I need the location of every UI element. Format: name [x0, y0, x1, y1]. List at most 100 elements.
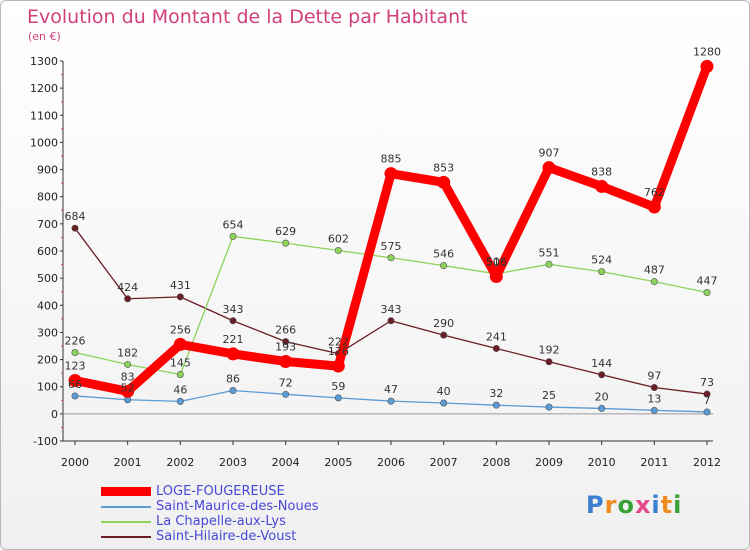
data-point-saint-hilaire-de-voust — [545, 358, 553, 366]
data-label-la-chapelle-aux-lys: 524 — [591, 254, 612, 267]
data-point-saint-hilaire-de-voust — [440, 331, 448, 339]
x-tick-label: 2007 — [430, 456, 458, 469]
data-point-saint-hilaire-de-voust — [703, 390, 711, 398]
data-point-loge-fougereuse — [437, 175, 451, 189]
data-label-loge-fougereuse: 193 — [275, 340, 296, 353]
data-label-la-chapelle-aux-lys: 145 — [170, 357, 191, 370]
chart-axes: -100 0 100 200 300 400 500 600 700 800 900 1000 1100… — [30, 55, 721, 469]
legend-label: Saint-Maurice-des-Noues — [156, 499, 319, 514]
data-point-saint-hilaire-de-voust — [650, 384, 658, 392]
data-label-saint-hilaire-de-voust: 192 — [539, 344, 560, 357]
data-label-saint-maurice-des-noues: 20 — [595, 390, 609, 403]
y-tick-label: 200 — [37, 354, 58, 367]
data-labels-layer: 684 424 431 343 266 222 343 290 241 192 144 97 73 226… — [65, 45, 722, 407]
data-point-loge-fougereuse — [542, 161, 556, 175]
data-label-loge-fougereuse: 838 — [591, 165, 612, 178]
data-point-loge-fougereuse — [68, 373, 82, 387]
x-tick-label: 2011 — [640, 456, 668, 469]
data-label-la-chapelle-aux-lys: 546 — [433, 248, 454, 261]
data-point-loge-fougereuse — [121, 384, 135, 398]
x-tick-label: 2012 — [693, 456, 721, 469]
data-label-saint-hilaire-de-voust: 343 — [381, 303, 402, 316]
y-tick-label: 700 — [37, 218, 58, 231]
data-label-saint-maurice-des-noues: 40 — [437, 385, 451, 398]
data-point-saint-maurice-des-noues — [334, 394, 342, 402]
data-label-saint-maurice-des-noues: 72 — [279, 376, 293, 389]
logo-letter: t — [660, 491, 674, 519]
legend: LOGE-FOUGEREUSE Saint-Maurice-des-Noues La… — [101, 484, 361, 544]
series-layer — [68, 59, 714, 416]
data-label-la-chapelle-aux-lys: 447 — [697, 275, 718, 288]
logo-letter: x — [634, 491, 652, 519]
data-point-saint-maurice-des-noues — [440, 399, 448, 407]
data-label-la-chapelle-aux-lys: 226 — [65, 335, 86, 348]
data-label-loge-fougereuse: 83 — [121, 370, 135, 383]
data-label-saint-maurice-des-noues: 25 — [542, 389, 556, 402]
data-point-saint-hilaire-de-voust — [282, 338, 290, 346]
data-label-loge-fougereuse: 123 — [65, 359, 86, 372]
data-label-loge-fougereuse: 1280 — [693, 45, 721, 58]
data-point-la-chapelle-aux-lys — [598, 268, 606, 276]
data-point-saint-maurice-des-noues — [492, 401, 500, 409]
data-point-la-chapelle-aux-lys — [229, 232, 237, 240]
x-tick-label: 2002 — [166, 456, 194, 469]
data-label-saint-maurice-des-noues: 47 — [384, 383, 398, 396]
y-tick-label: 1100 — [30, 109, 58, 122]
data-label-saint-hilaire-de-voust: 266 — [275, 324, 296, 337]
y-tick-label: 0 — [51, 408, 58, 421]
y-tick-label: -100 — [33, 435, 58, 448]
data-label-saint-hilaire-de-voust: 684 — [65, 210, 86, 223]
data-point-saint-maurice-des-noues — [598, 404, 606, 412]
y-tick-label: 800 — [37, 191, 58, 204]
data-point-saint-maurice-des-noues — [545, 403, 553, 411]
data-label-saint-maurice-des-noues: 59 — [331, 380, 345, 393]
legend-swatch — [101, 506, 151, 508]
legend-item: LOGE-FOUGEREUSE — [101, 484, 361, 499]
y-tick-label: 300 — [37, 326, 58, 339]
data-label-saint-maurice-des-noues: 86 — [226, 373, 240, 386]
data-point-la-chapelle-aux-lys — [71, 349, 79, 357]
legend-item: Saint-Hilaire-de-Voust — [101, 529, 361, 544]
series-line-loge-fougereuse — [70, 61, 712, 396]
data-label-saint-maurice-des-noues: 46 — [173, 383, 187, 396]
data-label-loge-fougereuse: 907 — [539, 147, 560, 160]
y-tick-label: 100 — [37, 381, 58, 394]
data-label-saint-maurice-des-noues: 13 — [647, 392, 661, 405]
data-label-la-chapelle-aux-lys: 654 — [223, 218, 244, 231]
data-point-saint-maurice-des-noues — [71, 392, 79, 400]
data-point-saint-hilaire-de-voust — [598, 371, 606, 379]
data-point-loge-fougereuse — [700, 59, 714, 73]
data-point-loge-fougereuse — [595, 179, 609, 193]
data-label-loge-fougereuse: 176 — [328, 345, 349, 358]
data-label-loge-fougereuse: 506 — [486, 256, 507, 269]
data-point-la-chapelle-aux-lys — [176, 370, 184, 378]
data-label-saint-maurice-des-noues: 7 — [704, 394, 711, 407]
data-point-loge-fougereuse — [331, 359, 345, 373]
data-label-saint-maurice-des-noues: 52 — [121, 382, 135, 395]
data-label-la-chapelle-aux-lys: 575 — [381, 240, 402, 253]
data-point-loge-fougereuse — [384, 167, 398, 181]
legend-label: LOGE-FOUGEREUSE — [156, 484, 285, 499]
data-label-loge-fougereuse: 762 — [644, 186, 665, 199]
data-label-saint-hilaire-de-voust: 343 — [223, 303, 244, 316]
logo-letter: P — [586, 491, 605, 519]
x-tick-label: 2003 — [219, 456, 247, 469]
y-tick-label: 1300 — [30, 55, 58, 68]
data-label-la-chapelle-aux-lys: 182 — [117, 346, 138, 359]
x-tick-label: 2005 — [324, 456, 352, 469]
data-point-la-chapelle-aux-lys — [650, 278, 658, 286]
data-point-la-chapelle-aux-lys — [703, 289, 711, 297]
data-label-saint-hilaire-de-voust: 97 — [647, 370, 661, 383]
y-tick-label: 1000 — [30, 136, 58, 149]
chart-title: Evolution du Montant de la Dette par Hab… — [27, 6, 468, 28]
data-point-loge-fougereuse — [647, 200, 661, 214]
data-label-saint-maurice-des-noues: 32 — [489, 387, 503, 400]
x-tick-label: 2009 — [535, 456, 563, 469]
data-point-saint-maurice-des-noues — [282, 390, 290, 398]
data-point-saint-maurice-des-noues — [176, 397, 184, 405]
y-tick-label: 1200 — [30, 82, 58, 95]
y-tick-label: 400 — [37, 299, 58, 312]
legend-item: La Chapelle-aux-Lys — [101, 514, 361, 529]
data-label-la-chapelle-aux-lys: 551 — [539, 246, 560, 259]
data-point-saint-hilaire-de-voust — [492, 344, 500, 352]
